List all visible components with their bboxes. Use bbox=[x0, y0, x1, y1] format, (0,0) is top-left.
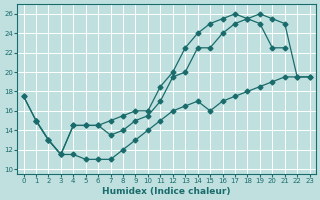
X-axis label: Humidex (Indice chaleur): Humidex (Indice chaleur) bbox=[102, 187, 231, 196]
